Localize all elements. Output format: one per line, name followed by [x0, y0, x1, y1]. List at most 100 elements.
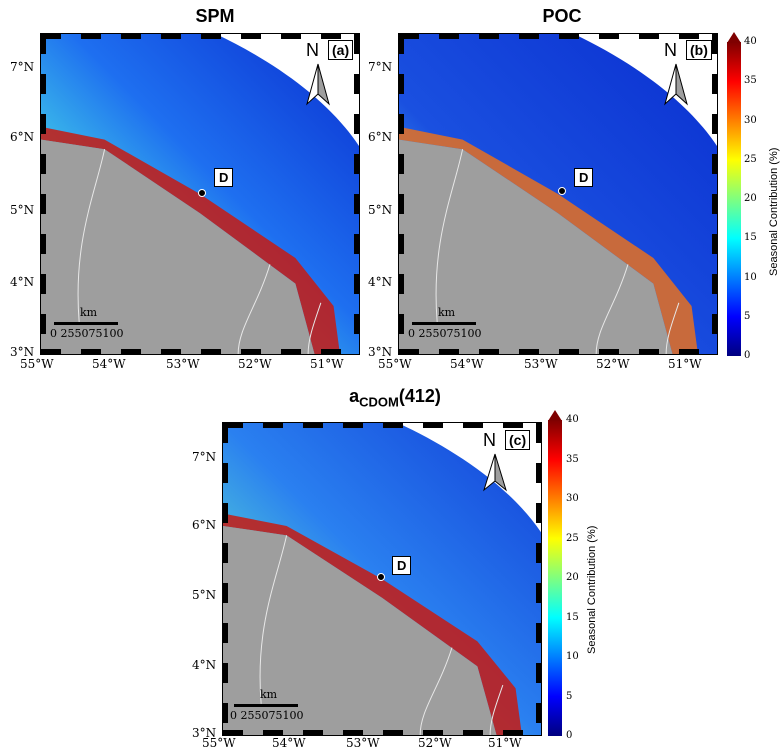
north-arrow-icon: N: [306, 40, 319, 61]
station-label: D: [392, 556, 412, 575]
scale-ticks: 0 255075100: [50, 327, 124, 340]
colorbar-tick: 0: [744, 350, 751, 361]
panel-title: POC: [542, 6, 582, 26]
scale-tick: 0: [230, 709, 237, 722]
lon-label: 54°W: [272, 736, 306, 750]
lat-label: 6°N: [10, 130, 35, 144]
scale-tick: 100: [282, 709, 304, 722]
scale-bar: km 0 255075100: [408, 306, 488, 346]
map-poc[interactable]: [398, 33, 718, 355]
colorbar-tick: 25: [744, 153, 757, 165]
scale-tick: 50: [432, 327, 447, 340]
scale-tick: 25: [418, 327, 433, 340]
station-marker: [558, 187, 566, 195]
lon-label: 53°W: [524, 357, 558, 371]
colorbar-tick: 30: [744, 114, 757, 126]
scale-tick: 0: [408, 327, 415, 340]
colorbar-tick: 15: [566, 611, 579, 623]
scale-bar: km 0 255075100: [230, 688, 310, 728]
lat-label: 5°N: [368, 203, 393, 217]
title-main: a: [349, 386, 360, 406]
scale-unit: km: [260, 688, 278, 701]
scale-tick: 100: [102, 327, 124, 340]
scale-tick: 75: [88, 327, 103, 340]
lat-label: 3°N: [368, 345, 393, 359]
scale-ticks: 0 255075100: [408, 327, 482, 340]
scale-bar-line: [54, 322, 118, 325]
scale-tick: 50: [254, 709, 269, 722]
colorbar-tick: 40: [744, 36, 757, 47]
lat-label: 4°N: [368, 275, 393, 289]
scale-tick: 25: [240, 709, 255, 722]
colorbar-tick: 35: [566, 453, 579, 465]
north-arrow-icon: N: [664, 40, 677, 61]
colorbar-tick: 15: [744, 232, 757, 244]
north-label: N: [306, 40, 319, 60]
colorbar-tick: 5: [566, 690, 573, 702]
lon-label: 51°W: [488, 736, 522, 750]
station-label: D: [574, 168, 594, 187]
lon-label: 54°W: [92, 357, 126, 371]
scale-unit: km: [80, 306, 98, 319]
colorbar-tick: 40: [566, 414, 579, 425]
lon-label: 53°W: [346, 736, 380, 750]
lat-label: 7°N: [368, 60, 393, 74]
station-marker: [377, 573, 385, 581]
colorbar-tick: 20: [566, 572, 579, 583]
colorbar-tick: 25: [566, 532, 579, 544]
north-label: N: [483, 430, 496, 450]
lat-label: 7°N: [192, 450, 217, 464]
north-label: N: [664, 40, 677, 60]
colorbar-tick: 5: [744, 310, 751, 322]
panel-label: (a): [328, 40, 354, 60]
colorbar-tick: 0: [566, 730, 573, 741]
north-arrow-shape-icon: [664, 63, 688, 106]
scale-bar-line: [412, 322, 476, 325]
colorbar-title: Seasonal Contribution (%): [586, 525, 598, 654]
panel-title: aCDOM(412): [330, 386, 460, 410]
colorbar-bottom: [548, 420, 562, 736]
lat-label: 6°N: [192, 518, 217, 532]
panel-title: SPM: [195, 6, 235, 26]
lon-label: 55°W: [202, 736, 236, 750]
lat-label: 3°N: [10, 345, 35, 359]
scale-ticks: 0 255075100: [230, 709, 304, 722]
north-arrow-shape-icon: [483, 453, 507, 492]
colorbar-tick: 10: [566, 651, 579, 662]
colorbar-tick: 10: [744, 271, 757, 283]
lon-label: 55°W: [378, 357, 412, 371]
lon-label: 53°W: [166, 357, 200, 371]
colorbar-arrow-top-icon: [727, 32, 741, 43]
scale-bar-line: [234, 704, 298, 707]
lon-label: 51°W: [310, 357, 344, 371]
north-arrow-icon: N: [483, 430, 496, 451]
scale-unit: km: [438, 306, 456, 319]
colorbar-tick: 35: [744, 75, 757, 87]
lat-label: 6°N: [368, 130, 393, 144]
lat-label: 4°N: [192, 658, 217, 672]
station-marker: [198, 189, 206, 197]
scale-tick: 75: [268, 709, 283, 722]
lat-label: 7°N: [10, 60, 35, 74]
colorbar-tick: 30: [566, 493, 579, 504]
lon-label: 51°W: [668, 357, 702, 371]
lat-label: 3°N: [192, 726, 217, 740]
scale-tick: 0: [50, 327, 57, 340]
colorbar-tick: 20: [744, 193, 757, 204]
north-arrow-shape-icon: [306, 63, 330, 106]
scale-tick: 75: [446, 327, 461, 340]
colorbar-top: [727, 42, 741, 356]
title-rest: (412): [398, 386, 441, 406]
colorbar-title: Seasonal Contribution (%): [768, 147, 780, 276]
panel-label: (b): [686, 40, 712, 60]
lon-label: 52°W: [418, 736, 452, 750]
lon-label: 54°W: [450, 357, 484, 371]
panel-label: (c): [505, 430, 531, 450]
scale-tick: 50: [74, 327, 89, 340]
title-sub: CDOM: [359, 394, 399, 410]
lon-label: 52°W: [238, 357, 272, 371]
lon-label: 52°W: [596, 357, 630, 371]
lat-label: 5°N: [10, 203, 35, 217]
station-label: D: [214, 168, 234, 187]
colorbar-arrow-bottom-icon: [548, 410, 562, 421]
